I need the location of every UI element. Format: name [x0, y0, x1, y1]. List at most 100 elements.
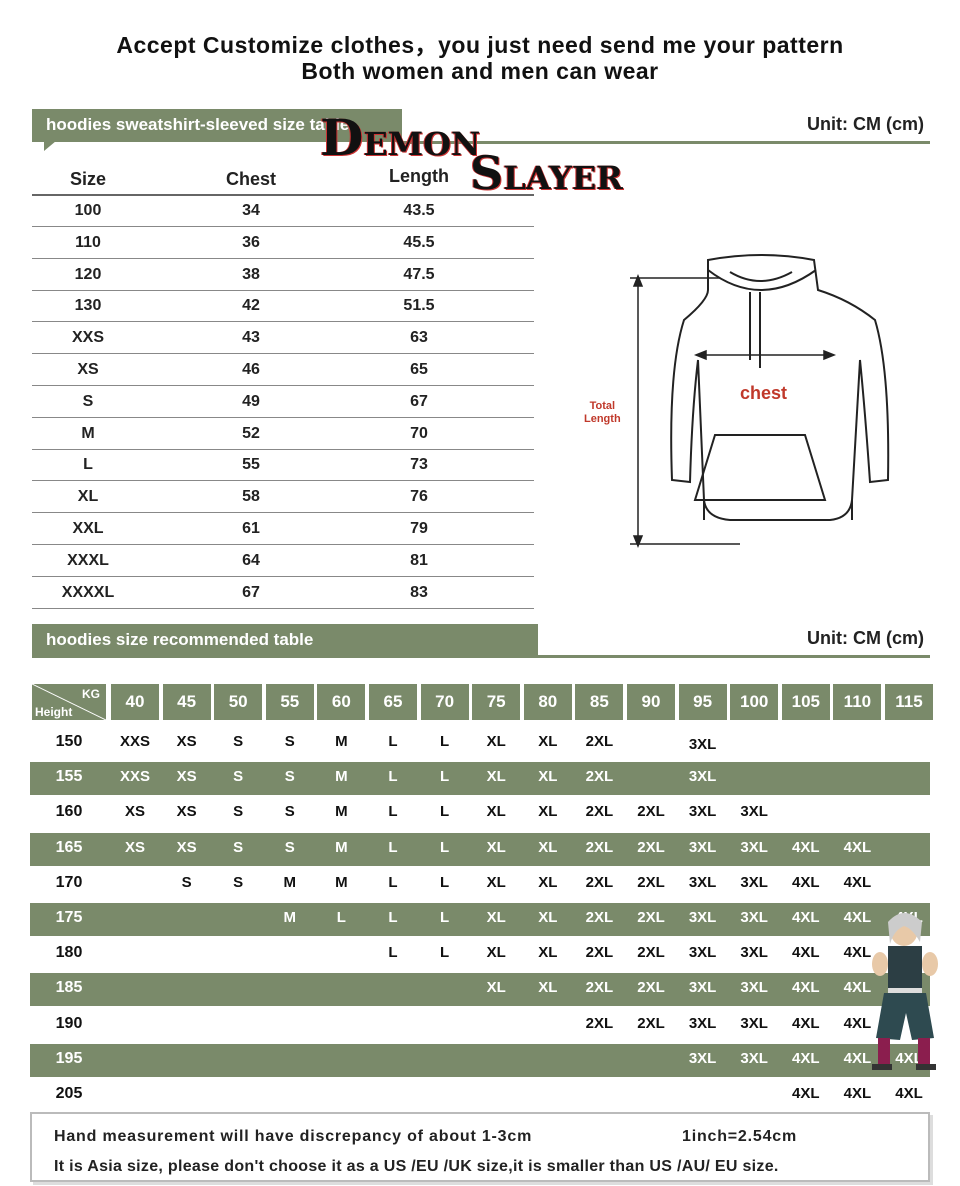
- size-cell: 4XL: [843, 944, 872, 962]
- size-cell: XL: [486, 733, 506, 750]
- size-cell: S: [233, 733, 244, 750]
- height-label: 170: [55, 873, 83, 891]
- size-cell: 2XL: [637, 979, 665, 997]
- measure-arrows-icon: [630, 273, 837, 549]
- size-cell: 4XL: [792, 979, 820, 997]
- note-asia-size: It is Asia size, please don't choose it …: [54, 1158, 779, 1175]
- table-cell: 81: [410, 551, 428, 569]
- table-cell: 46: [242, 361, 260, 378]
- size-cell: L: [440, 944, 450, 962]
- weight-header: 90: [627, 684, 675, 720]
- table-cell: 83: [410, 583, 428, 601]
- size-cell: 4XL: [843, 1085, 872, 1102]
- row-divider: [32, 321, 534, 323]
- size-cell: 4XL: [792, 909, 820, 926]
- size-cell: M: [335, 803, 348, 821]
- size-cell: 2XL: [585, 1014, 614, 1032]
- height-label: 205: [55, 1085, 83, 1102]
- size-cell: XL: [538, 803, 558, 821]
- table-cell: 67: [242, 583, 260, 601]
- height-label: 180: [55, 944, 83, 962]
- size-cell: 2XL: [585, 838, 614, 856]
- size-cell: S: [284, 768, 295, 786]
- table-cell: S: [82, 392, 94, 410]
- height-label: 195: [55, 1049, 83, 1067]
- row-divider: [32, 607, 534, 609]
- table-cell: 47.5: [403, 265, 435, 283]
- weight-header: 70: [420, 684, 469, 720]
- size-cell: XL: [538, 768, 558, 786]
- size-cell: L: [440, 803, 450, 821]
- weight-header: 60: [317, 684, 366, 720]
- demon-slayer-logo: DEMON: [320, 108, 481, 167]
- size-cell: L: [440, 733, 450, 750]
- weight-header: 45: [162, 684, 211, 720]
- row-divider: [32, 480, 534, 482]
- size-cell: M: [335, 873, 348, 891]
- size-cell: 3XL: [688, 838, 717, 856]
- note-discrepancy: Hand measurement will have discrepancy o…: [54, 1128, 533, 1145]
- size-cell: S: [233, 873, 244, 891]
- table-cell: 52: [242, 424, 260, 442]
- size-cell: 2XL: [585, 909, 614, 926]
- size-cell: XL: [486, 803, 506, 821]
- row-divider: [32, 385, 534, 386]
- total-length-label: Total Length: [584, 400, 621, 425]
- table-cell: 79: [410, 520, 428, 537]
- size-cell: 3XL: [740, 1049, 768, 1067]
- row-divider: [32, 575, 534, 577]
- height-label: 190: [55, 1014, 83, 1032]
- size-cell: 2XL: [585, 733, 614, 750]
- height-label: 175: [55, 909, 83, 926]
- size-cell: 4XL: [792, 838, 820, 856]
- table-cell: 67: [410, 392, 428, 410]
- note-inch-conversion: 1inch=2.54cm: [682, 1128, 797, 1145]
- row-stripe: [30, 832, 930, 866]
- size-cell: XL: [486, 979, 506, 997]
- size-cell: XL: [538, 873, 558, 891]
- size-cell: 4XL: [792, 873, 820, 891]
- row-divider: [32, 416, 534, 418]
- table-cell: 110: [75, 233, 101, 251]
- size-cell: XS: [124, 803, 146, 821]
- size-cell: S: [181, 873, 192, 891]
- size-cell: XL: [538, 733, 558, 750]
- row-divider: [32, 448, 534, 450]
- size-cell: 3XL: [688, 1014, 717, 1032]
- size-cell: 3XL: [740, 838, 768, 856]
- size-cell: XS: [124, 838, 146, 856]
- weight-header: 85: [575, 684, 624, 720]
- size-cell: XXS: [119, 768, 151, 786]
- row-stripe: [30, 762, 930, 796]
- table-cell: 55: [242, 456, 260, 474]
- table-cell: XS: [77, 361, 99, 378]
- size-cell: 3XL: [740, 979, 768, 997]
- recommend-table-banner: hoodies size recommended table: [32, 624, 538, 658]
- size-cell: L: [336, 909, 346, 926]
- size-cell: 2XL: [585, 768, 614, 786]
- size-cell: 4XL: [792, 944, 820, 962]
- row-divider: [32, 544, 534, 545]
- size-cell: M: [335, 733, 348, 750]
- size-cell: XL: [538, 838, 558, 856]
- size-cell: XL: [538, 909, 558, 926]
- height-label: 155: [55, 768, 83, 786]
- banner-tail: [44, 141, 56, 151]
- row-stripe: [30, 903, 930, 936]
- table-cell: 65: [410, 361, 428, 378]
- size-cell: 3XL: [740, 1014, 768, 1032]
- weight-header: 110: [833, 684, 882, 720]
- size-cell: L: [388, 873, 398, 891]
- section-rule-2: [536, 655, 930, 658]
- size-cell: 4XL: [843, 1049, 872, 1067]
- size-cell: XL: [486, 768, 506, 786]
- row-divider: [32, 289, 534, 291]
- character-illustration: [872, 913, 938, 1070]
- weight-header: 100: [730, 684, 779, 720]
- row-divider: [32, 226, 534, 227]
- weight-header: 80: [523, 684, 572, 720]
- row-stripe: [30, 973, 930, 1007]
- table-cell: XXS: [71, 329, 105, 347]
- size-cell: XS: [176, 768, 197, 786]
